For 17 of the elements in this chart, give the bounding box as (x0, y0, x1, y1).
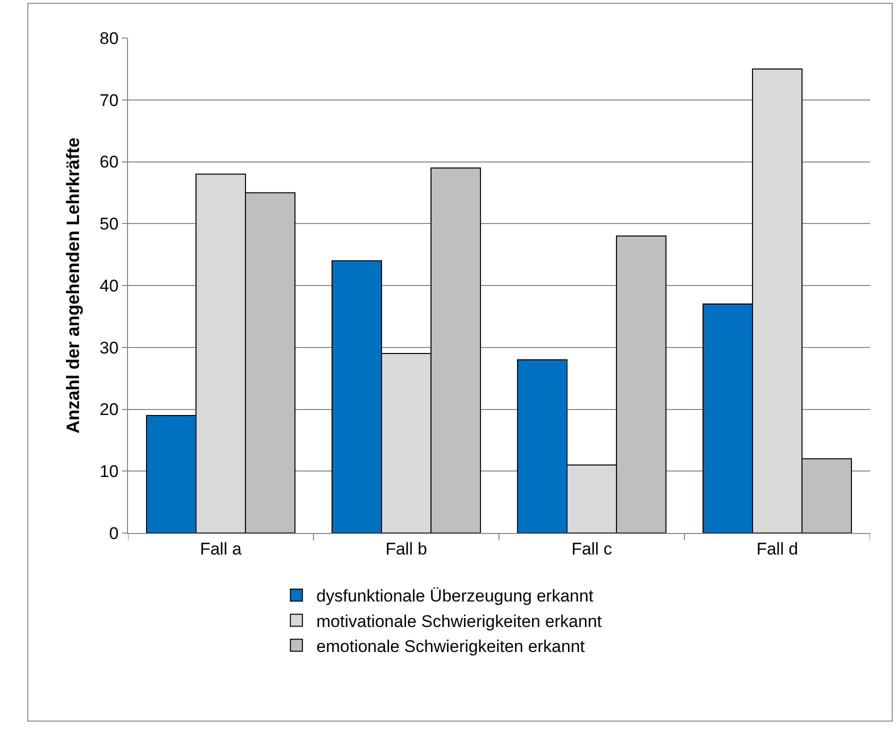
legend-label: dysfunktionale Überzeugung erkannt (316, 586, 594, 606)
y-tick-label: 50 (100, 214, 119, 234)
y-tick-label: 30 (100, 338, 119, 358)
y-tick-label: 40 (100, 276, 119, 296)
legend-label: emotionale Schwierigkeiten erkannt (316, 636, 586, 656)
y-tick-label: 80 (100, 28, 119, 48)
x-tick-label: Fall d (756, 539, 798, 558)
x-tick-label: Fall a (200, 539, 242, 558)
y-tick-label: 10 (100, 462, 119, 482)
y-axis-title: Anzahl der angehenden Lehrkräfte (62, 137, 83, 434)
x-tick-label: Fall b (385, 539, 428, 558)
y-tick-label: 60 (100, 152, 119, 172)
x-tick-label: Fall c (571, 539, 613, 558)
y-tick-label: 70 (100, 90, 119, 110)
legend-label: motivationale Schwierigkeiten erkannt (316, 612, 602, 631)
y-tick-label: 0 (109, 524, 119, 543)
y-tick-label: 20 (100, 400, 119, 420)
